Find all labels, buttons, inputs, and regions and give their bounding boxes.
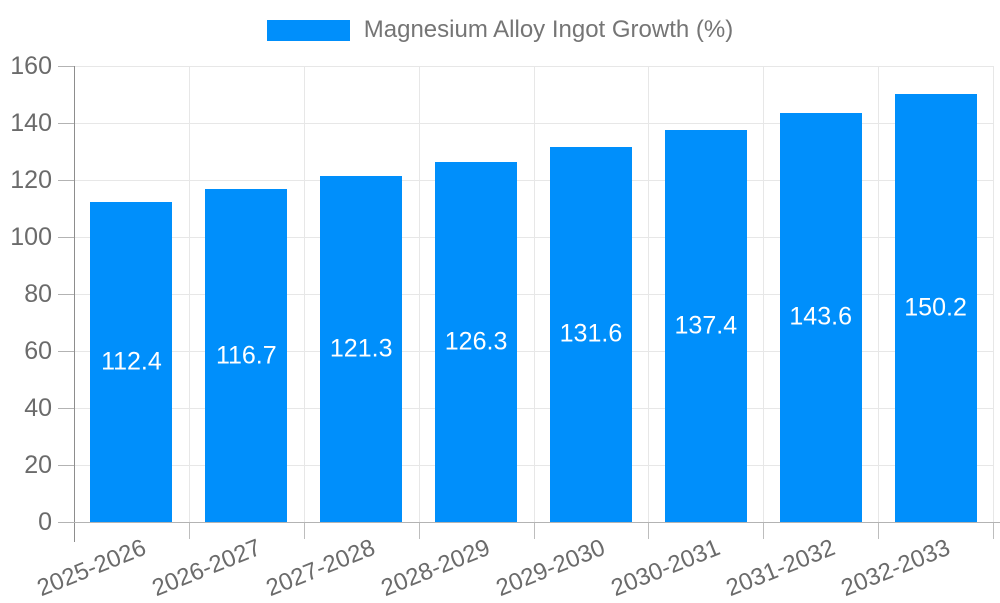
bar-value-label: 112.4 (101, 347, 162, 376)
vertical-gridline (878, 66, 880, 522)
y-tick-label: 0 (38, 508, 52, 536)
bar[interactable]: 143.6 (779, 112, 862, 522)
y-axis-line (74, 66, 75, 542)
y-axis-tick-mark (58, 351, 74, 352)
x-axis-tick-mark (418, 523, 420, 539)
vertical-gridline (763, 66, 765, 522)
x-axis-tick-mark (533, 523, 535, 539)
bar-value-label: 116.7 (215, 341, 277, 370)
x-axis-tick-mark (648, 523, 650, 539)
bar[interactable]: 121.3 (320, 176, 403, 522)
chart-legend[interactable]: Magnesium Alloy Ingot Growth (%) (0, 16, 1000, 44)
y-tick-label: 140 (10, 109, 52, 137)
y-tick-label: 100 (10, 223, 52, 251)
y-tick-label: 120 (10, 166, 52, 194)
bar[interactable]: 112.4 (90, 201, 173, 522)
vertical-gridline (303, 66, 305, 522)
y-axis-tick-mark (58, 522, 74, 523)
plot-area: 0 20 40 60 80 100 120 140 160 2025-2026 2026-2027 2… (10, 52, 1000, 602)
x-tick-label: 2029-2030 (492, 534, 610, 603)
bar[interactable]: 150.2 (894, 93, 977, 522)
bar[interactable]: 137.4 (664, 130, 747, 522)
vertical-gridline (993, 66, 994, 522)
y-axis-tick-mark (58, 237, 74, 238)
y-axis-tick-mark (58, 408, 74, 409)
y-tick-label: 160 (10, 52, 52, 80)
legend-series-label[interactable]: Magnesium Alloy Ingot Growth (%) (363, 16, 734, 43)
bar[interactable]: 126.3 (435, 162, 518, 522)
bar-value-label: 150.2 (904, 293, 967, 322)
bar-value-label: 126.3 (444, 327, 508, 356)
bar-value-label: 143.6 (789, 302, 852, 331)
y-tick-label: 80 (24, 280, 52, 308)
x-axis-tick-mark (763, 523, 765, 539)
bar[interactable]: 131.6 (549, 146, 632, 522)
vertical-gridline (418, 66, 420, 522)
y-axis-tick-mark (58, 66, 74, 67)
x-tick-label: 2026-2027 (147, 534, 265, 603)
y-axis-tick-mark (58, 123, 74, 124)
y-tick-label: 40 (24, 394, 52, 422)
x-tick-label: 2032-2033 (837, 534, 954, 603)
x-axis-tick-mark (878, 523, 880, 539)
x-tick-label: 2031-2032 (722, 534, 839, 603)
y-axis-tick-mark (58, 180, 74, 181)
x-tick-label: 2025-2026 (33, 534, 150, 603)
x-axis-tick-mark (188, 523, 190, 539)
vertical-gridline (533, 66, 535, 522)
vertical-gridline (188, 66, 190, 522)
vertical-gridline (648, 66, 650, 522)
y-tick-label: 60 (24, 337, 52, 365)
bar-value-label: 137.4 (674, 311, 738, 340)
x-tick-label: 2027-2028 (262, 534, 380, 603)
x-axis-tick-mark (993, 523, 994, 539)
x-tick-label: 2030-2031 (607, 534, 724, 603)
x-tick-label: 2028-2029 (377, 534, 495, 603)
bar-value-label: 131.6 (559, 319, 623, 348)
bar[interactable]: 116.7 (205, 189, 288, 522)
y-axis-tick-mark (58, 465, 74, 466)
x-axis-tick-mark (303, 523, 305, 539)
bar-value-label: 121.3 (329, 334, 393, 363)
y-axis-tick-mark (58, 294, 74, 295)
x-axis-line (74, 522, 1000, 523)
y-tick-label: 20 (24, 451, 52, 479)
legend-series-swatch[interactable] (266, 19, 350, 41)
